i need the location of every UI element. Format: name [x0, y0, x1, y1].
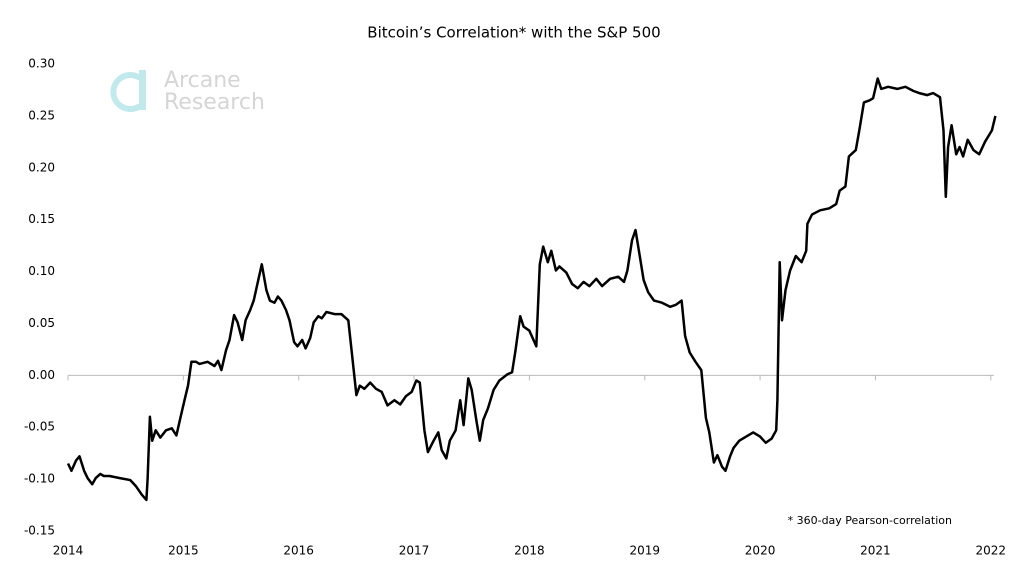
x-tick-label: 2021	[860, 544, 891, 558]
footnote: * 360-day Pearson-correlation	[788, 514, 952, 527]
watermark-text: Arcane	[164, 68, 241, 93]
y-tick-label: 0.20	[28, 160, 55, 174]
x-tick-label: 2022	[975, 544, 1006, 558]
x-tick-label: 2017	[399, 544, 430, 558]
x-tick-label: 2019	[629, 544, 660, 558]
x-tick-label: 2014	[53, 544, 84, 558]
logo-bar	[139, 70, 146, 110]
y-tick-label: -0.05	[24, 420, 55, 434]
y-tick-label: -0.15	[24, 524, 55, 538]
data-line	[66, 77, 997, 502]
y-tick-label: 0.05	[28, 316, 55, 330]
y-tick-label: 0.10	[28, 264, 55, 278]
x-tick-label: 2018	[514, 544, 545, 558]
y-tick-label: 0.25	[28, 108, 55, 122]
y-tick-label: 0.30	[28, 57, 55, 71]
logo-arc	[110, 72, 142, 112]
x-tick-label: 2020	[745, 544, 776, 558]
watermark-logo: Arcane Research	[110, 68, 265, 115]
y-tick-label: 0.00	[28, 368, 55, 382]
y-tick-label: -0.10	[24, 472, 55, 486]
watermark-text: Research	[164, 90, 265, 115]
chart-title: Bitcoin’s Correlation* with the S&P 500	[367, 24, 660, 42]
y-tick-label: 0.15	[28, 212, 55, 226]
x-tick-label: 2015	[168, 544, 199, 558]
x-tick-label: 2016	[283, 544, 314, 558]
